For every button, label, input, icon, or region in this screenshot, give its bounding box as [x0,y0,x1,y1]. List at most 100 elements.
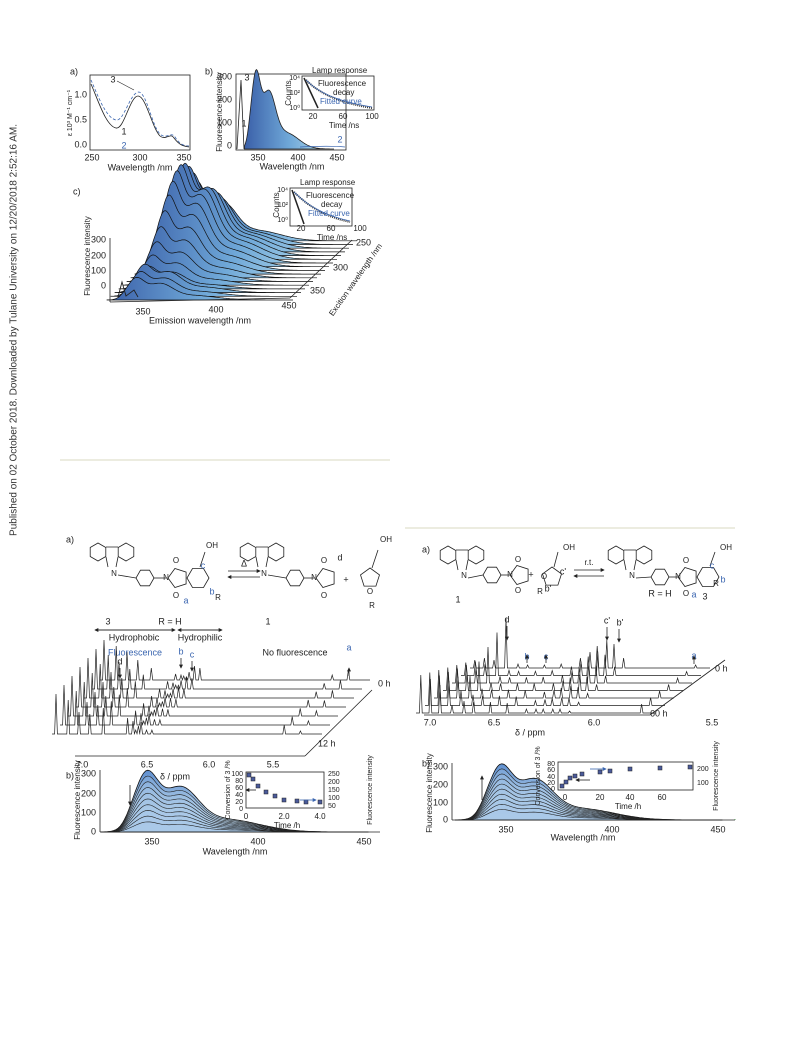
tick-label: N [629,571,635,580]
axis-title: Fluorescence intensity [73,760,82,840]
inset-point [250,776,256,782]
axes-frame [89,74,191,151]
tick-label: N [311,573,317,582]
nmr-trace [84,657,354,699]
line [116,80,135,91]
bond-ring [89,542,107,562]
tick-label: 0 [443,814,448,824]
tick-label: 5.5 [267,759,280,769]
legend-entry: Fitted curve [308,209,350,218]
tick-label: 20 [297,224,306,233]
tick-label: 20 [309,112,318,121]
label: 3 [244,72,249,82]
tick-label: O [515,555,521,564]
line [635,576,652,579]
tick-label: 300 [333,262,348,272]
tick-label: c [190,649,195,659]
tick-label: O [321,591,327,600]
tick-label: 100 [91,265,106,275]
axis-title: Fluorescence intensity [713,741,720,811]
bond-ring [186,568,210,588]
legend-entry: decay [333,88,354,97]
tick-label: 6.5 [141,759,154,769]
tick-label: c [201,560,206,570]
tick-label: 100 [365,112,379,121]
tick-label: 350 [310,285,325,295]
label: 3 [110,74,115,84]
tick-label: 0 [91,826,96,836]
nmr-trace [461,632,701,676]
inset-point [657,765,663,771]
tick-label: 10⁰ [289,104,300,112]
tick-label: 12 h [318,738,336,748]
tick-label: 100 [217,117,232,127]
tick-label: 200 [697,766,709,773]
tick-label: a [691,589,696,599]
inset-point [303,799,309,805]
tick-label: 350 [176,152,191,162]
nmr-trace [452,646,692,684]
tick-label: N [507,570,513,579]
axis-title: Time /ns [317,233,347,242]
tick-label: N [163,573,169,582]
tick-label: 80 [547,761,555,768]
bond [105,546,119,568]
tick-label: Hydrophilic [178,632,223,642]
tick-label: 1 [455,594,460,604]
tick-label: 10² [290,90,301,97]
bond-ring [696,567,720,587]
tick-label: c' [604,615,611,625]
tick-label: 5.5 [706,717,719,727]
tick-label: O [541,572,547,581]
tick-label: b [720,574,725,584]
tick-label: 10⁰ [277,216,288,224]
label: Fluorescence [108,647,162,657]
axis-title: ε 10³ M⁻¹ cm⁻¹ [67,89,74,136]
inset-frame [245,771,325,809]
curve [291,189,305,225]
tick-label: 350 [498,824,513,834]
bond-ring [239,542,257,562]
tick-label: 10⁴ [289,75,300,82]
bond-ring [267,542,285,562]
tick-label: b' [545,583,552,593]
inset-point [579,771,585,777]
inset-point [627,766,633,772]
tick-label: 150 [328,787,340,794]
nmr-trace [425,672,665,706]
nmr-trace [92,648,362,690]
nmr-trace [434,669,674,699]
label: b) [422,758,430,768]
tick-label: 300 [81,768,96,778]
axis-title: δ / ppm [160,771,190,781]
line [709,551,716,567]
tick-label: 100 [81,807,96,817]
note: R = H [158,616,181,626]
line [371,549,379,569]
inset-frame [557,761,694,791]
tick-label: 300 [91,234,106,244]
inset-point [687,764,693,770]
curve [305,79,373,108]
curve [90,79,190,147]
tick-label: N [461,571,467,580]
tick-label: 450 [356,836,371,846]
line [649,659,726,716]
label: + [343,574,348,584]
tick-label: 1 [265,616,270,626]
inset-point [281,797,287,803]
label: b) [66,770,74,780]
tick-label: 400 [290,152,305,162]
tick-label: 2.0 [278,812,290,821]
axis-title: Wavelength /nm [551,832,616,842]
axis-title: Emission wavelength /nm [149,315,251,325]
tick-label: 7.0 [424,717,437,727]
side-note: Published on 02 October 2018. Downloaded… [9,124,20,536]
inset-point [246,772,252,778]
tick-label: R [713,579,719,588]
nmr-trace [68,675,338,717]
tick-label: b [209,586,214,596]
tick-label: 400 [604,824,619,834]
bond-ring [509,565,529,585]
legend-entry: Fluorescence [318,79,367,88]
